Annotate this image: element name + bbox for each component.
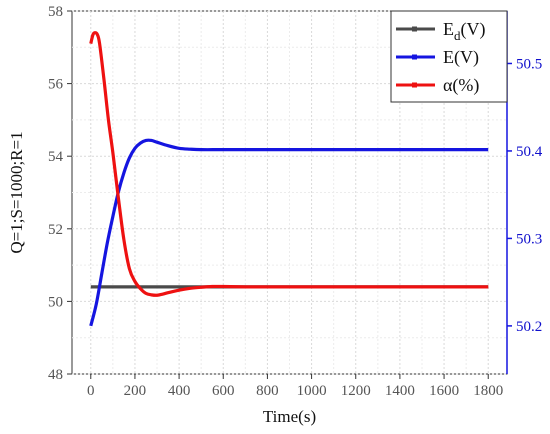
y-axis-left-title: Q=1;S=1000;R=1 [7,131,26,253]
legend-label-ed: Ed(V) [443,19,486,43]
series-line-e [89,138,489,327]
y-right-tick-label: 50.5 [516,56,542,72]
x-tick-label: 800 [256,383,279,399]
x-tick-label: 600 [212,383,235,399]
legend-marker-ed [412,26,417,32]
y-left-tick-label: 52 [48,222,63,238]
y-left-tick-label: 56 [48,77,64,93]
y-left-tick-label: 58 [48,4,63,20]
ticks: 0 200 400 600 800 1000 1200 1400 1600 1800 48 50 52 5… [48,4,543,399]
y-right-tick-label: 50.3 [516,231,542,247]
x-tick-label: 200 [124,383,147,399]
y-left-tick-label: 48 [48,367,63,383]
x-tick-label: 0 [87,383,95,399]
x-tick-label: 1000 [297,383,327,399]
x-tick-label: 1200 [341,383,371,399]
y-left-tick-label: 54 [48,149,64,165]
x-tick-label: 1600 [429,383,459,399]
x-tick-label: 1400 [385,383,415,399]
y-right-tick-label: 50.4 [516,144,543,160]
series-line-alpha [89,31,489,297]
x-tick-label: 1800 [473,383,503,399]
legend-marker-e [412,54,417,60]
legend-label-alpha: α(%) [443,75,479,96]
y-left-tick-label: 50 [48,294,63,310]
y-right-tick-label: 50.2 [516,319,542,335]
series-layer [89,31,489,327]
legend: Ed(V) E(V) α(%) [390,10,508,103]
x-tick-label: 400 [168,383,191,399]
legend-marker-alpha [412,82,417,88]
x-axis-title: Time(s) [263,407,316,426]
legend-label-e: E(V) [443,47,479,68]
